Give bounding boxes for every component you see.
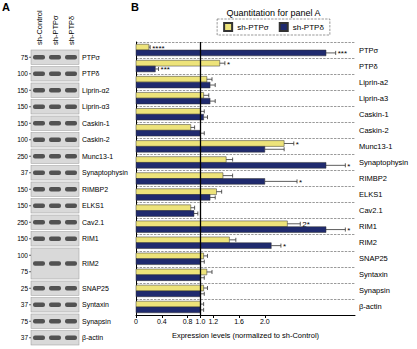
svg-text:150: 150 [17, 235, 28, 242]
svg-text:RIMBP2: RIMBP2 [82, 186, 108, 193]
svg-text:RIMBP2: RIMBP2 [359, 174, 387, 183]
svg-text:sh-PTPδ: sh-PTPδ [293, 23, 325, 32]
svg-text:RIM2: RIM2 [82, 260, 99, 267]
svg-text:Liprin-a2: Liprin-a2 [359, 78, 388, 87]
svg-text:Caskin-2: Caskin-2 [359, 126, 389, 135]
svg-text:SNAP25: SNAP25 [359, 254, 388, 263]
svg-text:sh-Control: sh-Control [35, 10, 44, 45]
svg-text:150: 150 [17, 87, 28, 94]
svg-text:ELKS1: ELKS1 [359, 190, 382, 199]
svg-text:25: 25 [21, 285, 29, 292]
svg-text:sh-PTPσ: sh-PTPσ [237, 23, 269, 32]
svg-text:Caskin-1: Caskin-1 [359, 110, 389, 119]
svg-text:1.6: 1.6 [234, 318, 244, 325]
svg-text:75: 75 [21, 318, 29, 325]
svg-text:150: 150 [17, 202, 28, 209]
svg-text:RIM1: RIM1 [359, 222, 377, 231]
svg-text:*: * [299, 178, 302, 187]
svg-text:PTPσ: PTPσ [82, 54, 101, 61]
svg-text:Synaptophysin: Synaptophysin [82, 169, 128, 177]
svg-text:*: * [347, 162, 350, 171]
svg-text:Synaptophysin: Synaptophysin [359, 158, 408, 167]
svg-text:37: 37 [21, 301, 29, 308]
svg-text:75: 75 [21, 268, 29, 275]
svg-text:250: 250 [17, 153, 28, 160]
svg-text:RIM1: RIM1 [82, 235, 99, 242]
svg-text:Liprin-α3: Liprin-α3 [82, 103, 109, 111]
svg-text:Synapsin: Synapsin [359, 286, 390, 295]
svg-text:β-actin: β-actin [359, 302, 382, 311]
svg-text:A: A [2, 1, 10, 13]
svg-text:250: 250 [17, 219, 28, 226]
svg-text:sh-PTPσ: sh-PTPσ [51, 15, 60, 45]
svg-text:37: 37 [21, 334, 29, 341]
svg-text:*: * [283, 242, 286, 251]
svg-text:PTPσ: PTPσ [359, 46, 379, 55]
svg-text:Liprin-α2: Liprin-α2 [82, 87, 109, 95]
svg-text:0.8: 0.8 [183, 318, 193, 325]
svg-text:100: 100 [17, 70, 28, 77]
svg-text:Munc13-1: Munc13-1 [82, 153, 113, 160]
svg-text:Liprin-a3: Liprin-a3 [359, 94, 388, 103]
svg-text:*: * [296, 140, 299, 149]
svg-text:2*: 2* [302, 220, 310, 230]
svg-text:Synapsin: Synapsin [82, 318, 111, 326]
svg-text:β-actin: β-actin [82, 334, 103, 342]
svg-text:75: 75 [21, 54, 29, 61]
svg-text:37: 37 [21, 169, 29, 176]
svg-text:ELKS1: ELKS1 [82, 202, 104, 209]
svg-text:PTPδ: PTPδ [82, 70, 100, 77]
svg-text:150: 150 [17, 186, 28, 193]
svg-text:100: 100 [17, 252, 28, 259]
svg-text:Caskin-1: Caskin-1 [82, 120, 110, 127]
svg-text:RIM2: RIM2 [359, 238, 377, 247]
svg-text:Syntaxin: Syntaxin [359, 270, 388, 279]
svg-text:1.0: 1.0 [196, 318, 206, 325]
svg-text:Cav2.1: Cav2.1 [82, 219, 104, 226]
svg-text:***: *** [338, 49, 347, 58]
svg-text:*: * [347, 226, 350, 235]
svg-text:Cav2.1: Cav2.1 [359, 206, 383, 215]
svg-text:150: 150 [17, 103, 28, 110]
svg-text:Munc13-1: Munc13-1 [359, 142, 392, 151]
svg-text:B: B [131, 1, 139, 13]
svg-text:100: 100 [17, 136, 28, 143]
svg-text:150: 150 [17, 120, 28, 127]
svg-text:2.0: 2.0 [260, 318, 270, 325]
svg-text:Quantitation for panel A: Quantitation for panel A [226, 8, 320, 18]
svg-text:1.2: 1.2 [208, 318, 218, 325]
svg-text:PTPδ: PTPδ [359, 62, 378, 71]
svg-text:*: * [227, 60, 230, 69]
svg-text:***: *** [161, 65, 170, 74]
svg-text:Caskin-2: Caskin-2 [82, 136, 110, 143]
svg-text:sh-PTPδ: sh-PTPδ [67, 16, 76, 45]
svg-text:Expression levels (normalized: Expression levels (normalized to sh-Cont… [172, 331, 320, 340]
svg-text:Syntaxin: Syntaxin [82, 301, 109, 309]
svg-text:0: 0 [134, 318, 138, 325]
svg-text:0.4: 0.4 [157, 318, 167, 325]
svg-text:SNAP25: SNAP25 [82, 285, 109, 292]
